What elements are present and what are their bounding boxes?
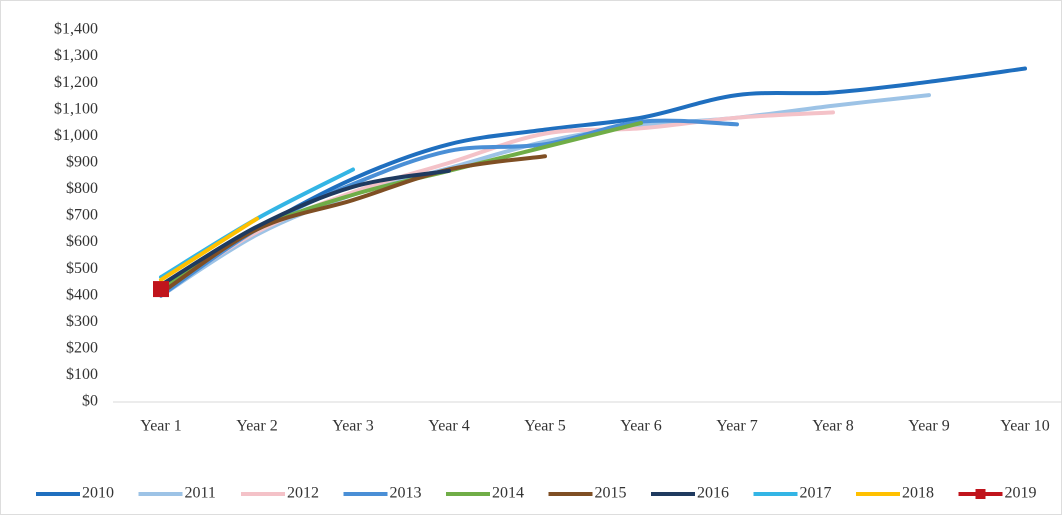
series-line [159,93,931,298]
legend-label: 2013 [390,485,422,502]
legend-label: 2012 [287,485,319,502]
legend-label: 2019 [1005,485,1037,502]
y-tick-label: $700 [66,207,98,224]
y-tick-label: $1,300 [54,47,98,64]
legend-label: 2015 [595,485,627,502]
y-tick-label: $200 [66,340,98,357]
legend-marker [975,489,986,499]
legend-label: 2018 [902,485,934,502]
x-tick-label: Year 7 [716,418,757,435]
series-line [159,168,451,288]
x-tick-label: Year 10 [1000,418,1049,435]
y-tick-label: $1,400 [54,21,98,38]
series-line [159,118,739,298]
y-tick-label: $600 [66,233,98,250]
y-tick-label: $400 [66,286,98,303]
series-line [159,110,835,296]
y-tick-label: $900 [66,154,98,171]
y-tick-label: $1,100 [54,100,98,117]
x-tick-label: Year 8 [812,418,853,435]
y-tick-label: $1,200 [54,74,98,91]
y-tick-label: $500 [66,260,98,277]
y-tick-label: $100 [66,366,98,383]
legend-label: 2011 [185,485,216,502]
y-tick-label: $0 [82,393,98,410]
legend-label: 2010 [82,485,114,502]
x-tick-label: Year 5 [524,418,565,435]
series-line [159,216,259,282]
y-tick-label: $800 [66,180,98,197]
series-marker [153,281,169,298]
legend-label: 2014 [492,485,524,502]
x-tick-label: Year 4 [428,418,469,435]
x-tick-label: Year 3 [332,418,373,435]
legend-label: 2017 [800,485,832,502]
x-tick-label: Year 2 [236,418,277,435]
y-tick-label: $300 [66,313,98,330]
series-line [159,121,643,290]
x-tick-label: Year 6 [620,418,661,435]
series-line [159,154,547,296]
y-tick-label: $1,000 [54,127,98,144]
x-tick-label: Year 9 [908,418,949,435]
series-line [159,66,1027,293]
legend-label: 2016 [697,485,729,502]
x-tick-label: Year 1 [140,418,181,435]
